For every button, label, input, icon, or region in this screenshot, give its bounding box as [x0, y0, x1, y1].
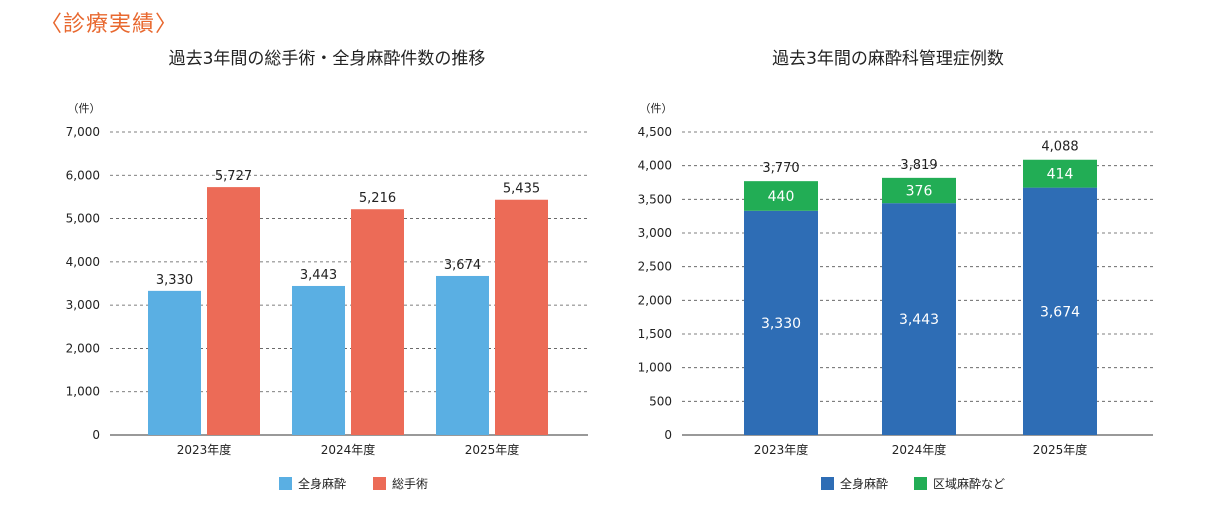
chart1-legend-swatch [279, 477, 292, 490]
chart2-segment-label: 440 [768, 189, 795, 205]
chart1-data-label: 5,727 [215, 169, 252, 184]
chart2-segment-label: 376 [906, 184, 933, 200]
chart1-unit-label: （件） [68, 102, 101, 115]
chart2-y-tick-label: 1,500 [638, 327, 672, 341]
chart1-category-label: 2024年度 [321, 442, 376, 457]
chart1-y-tick-label: 6,000 [66, 168, 100, 182]
chart1-y-tick-label: 2,000 [66, 341, 100, 355]
chart2-y-tick-label: 2,500 [638, 260, 672, 274]
chart1-bar-total-surgery [351, 209, 404, 435]
chart2-bar-general-anesthesia [744, 210, 818, 435]
chart1-bar-total-surgery [207, 187, 260, 435]
page-heading: 〈診療実績〉 [40, 12, 179, 37]
chart2-total-label: 3,819 [900, 158, 937, 173]
chart2-y-tick-label: 1,000 [638, 361, 672, 375]
chart2-category-label: 2023年度 [754, 442, 809, 457]
surgery-anesthesia-bar-chart: 過去3年間の総手術・全身麻酔件数の推移 （件） 0 1,000 2,000 3,000 4,… [66, 49, 588, 491]
chart2-title: 過去3年間の麻酔科管理症例数 [772, 49, 1004, 69]
chart2-legend-label: 区域麻酔など [933, 476, 1005, 491]
chart2-segment-label: 3,674 [1040, 304, 1080, 320]
chart2-legend-swatch [914, 477, 927, 490]
chart2-segment-label: 3,330 [761, 316, 801, 332]
chart1-title: 過去3年間の総手術・全身麻酔件数の推移 [169, 49, 486, 69]
chart2-category-label: 2024年度 [892, 442, 947, 457]
chart2-bar-general-anesthesia [1023, 187, 1097, 435]
chart2-bar-general-anesthesia [882, 203, 956, 435]
chart2-y-tick-label: 0 [664, 428, 672, 442]
chart1-legend-swatch [373, 477, 386, 490]
chart2-y-tick-label: 4,500 [638, 125, 672, 139]
chart1-category-label: 2025年度 [465, 442, 520, 457]
chart1-bar-general-anesthesia [436, 275, 489, 435]
chart1-bar-general-anesthesia [148, 290, 201, 435]
chart2-unit-label: （件） [640, 102, 673, 115]
chart2-y-tick-label: 3,000 [638, 226, 672, 240]
chart2-bar-regional-anesthesia [744, 181, 818, 211]
chart2-bar-regional-anesthesia [882, 177, 956, 204]
chart2-total-label: 4,088 [1041, 140, 1078, 155]
chart1-y-tick-label: 5,000 [66, 212, 100, 226]
chart2-segment-label: 3,443 [899, 312, 939, 328]
chart1-data-label: 3,443 [300, 268, 337, 283]
chart2-y-tick-label: 500 [649, 394, 672, 408]
chart2-total-label: 3,770 [762, 161, 799, 176]
chart1-y-tick-label: 4,000 [66, 255, 100, 269]
chart1-data-label: 3,330 [156, 273, 193, 288]
chart2-y-tick-label: 4,000 [638, 159, 672, 173]
chart2-y-tick-label: 2,000 [638, 293, 672, 307]
chart1-bar-general-anesthesia [292, 285, 345, 435]
chart1-data-label: 5,216 [359, 191, 396, 206]
chart2-category-label: 2025年度 [1033, 442, 1088, 457]
chart1-y-tick-label: 1,000 [66, 385, 100, 399]
chart2-bar-regional-anesthesia [1023, 159, 1097, 188]
chart2-legend-label: 全身麻酔 [840, 476, 888, 491]
chart2-y-tick-label: 3,500 [638, 192, 672, 206]
chart1-category-label: 2023年度 [177, 442, 232, 457]
chart1-data-label: 3,674 [444, 258, 481, 273]
chart1-y-tick-label: 3,000 [66, 298, 100, 312]
chart1-legend-label: 全身麻酔 [298, 476, 346, 491]
chart1-data-label: 5,435 [503, 182, 540, 197]
chart1-y-tick-label: 0 [92, 428, 100, 442]
chart1-y-tick-label: 7,000 [66, 125, 100, 139]
chart2-legend-swatch [821, 477, 834, 490]
chart2-segment-label: 414 [1047, 167, 1074, 183]
chart1-legend-label: 総手術 [392, 477, 428, 491]
chart1-bar-total-surgery [495, 199, 548, 435]
